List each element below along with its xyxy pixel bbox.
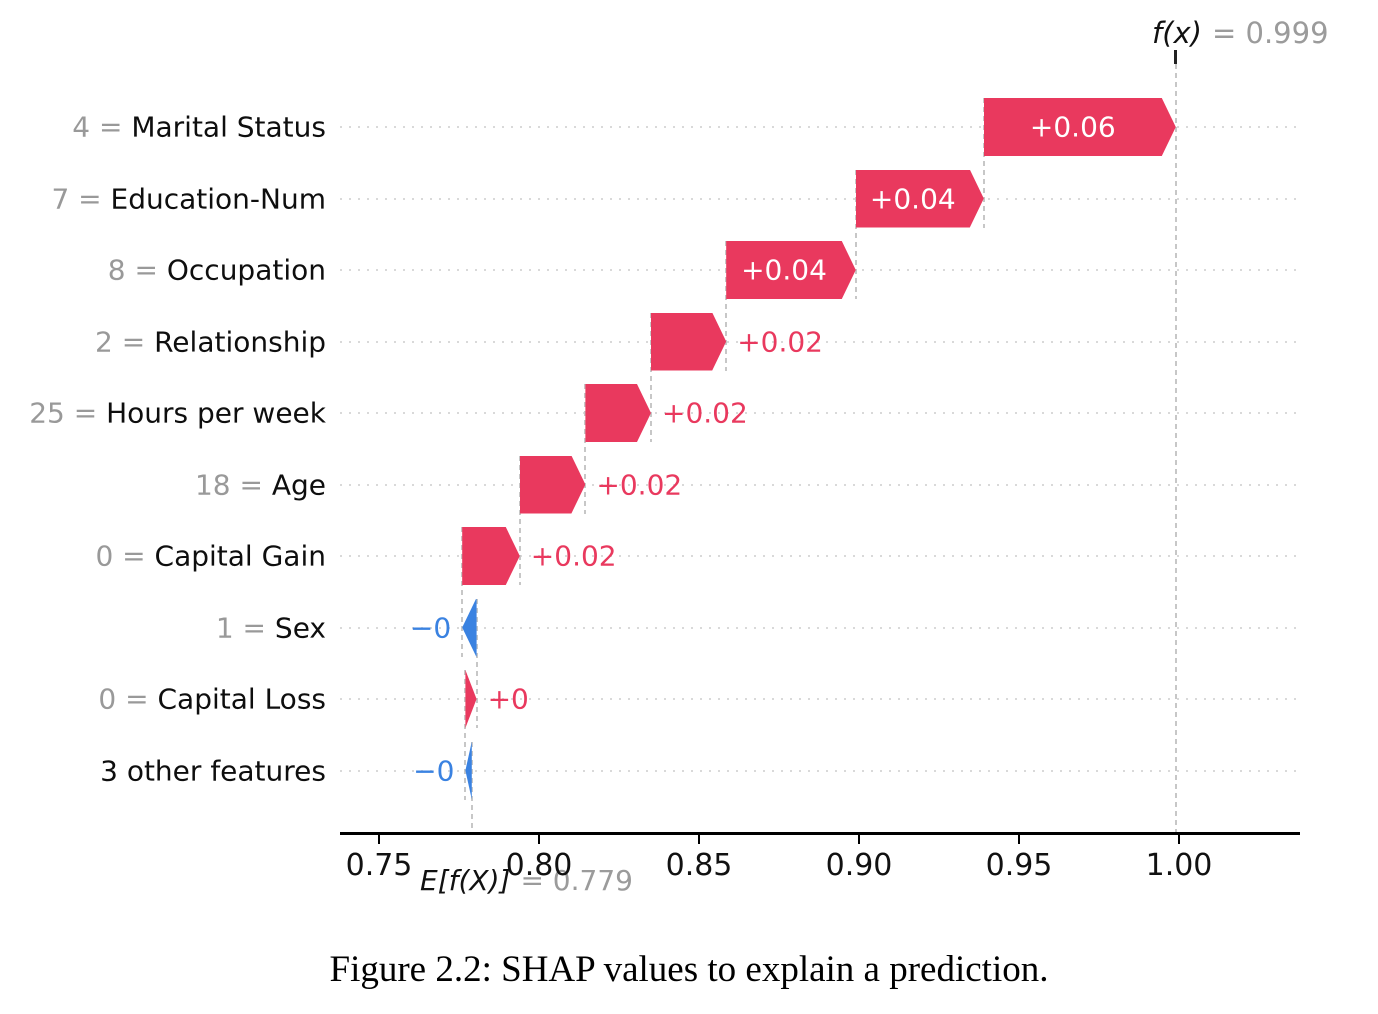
shap-bar-negative: [462, 598, 477, 657]
shap-bar-positive: [519, 455, 585, 514]
y-axis-label: 1 = Sex: [0, 611, 326, 644]
feature-name-text: Education-Num: [110, 182, 326, 215]
bar-connector-line: [464, 670, 467, 800]
row-gridline: [340, 483, 1300, 486]
expected-value-value: = 0.779: [520, 864, 633, 897]
bar-connector-line: [725, 241, 728, 371]
shap-bar-positive: [983, 98, 1176, 156]
y-axis-label: 3 other features: [0, 754, 326, 787]
x-axis-spine: [340, 832, 1300, 835]
feature-name-text: Capital Loss: [157, 682, 327, 716]
y-axis-label: 4 = Marital Status: [0, 111, 326, 144]
feature-value-text: 8 =: [107, 253, 167, 287]
bar-value-label: −0: [409, 611, 452, 644]
x-axis-tick-label: 0.80: [505, 848, 573, 883]
bar-connector-line: [475, 598, 478, 728]
y-axis-label: 18 = Age: [0, 468, 326, 501]
feature-name-text: Occupation: [166, 253, 326, 287]
y-axis-label: 0 = Capital Loss: [0, 683, 326, 716]
row-gridline: [340, 698, 1300, 700]
bar-connector-line: [650, 312, 652, 442]
feature-name-text: Sex: [274, 611, 326, 644]
row-gridline: [340, 197, 1300, 200]
feature-name-text: Relationship: [154, 325, 326, 358]
feature-value-text: 4 =: [72, 110, 132, 144]
feature-name-text: Age: [271, 468, 326, 501]
fx-value: = 0.999: [1212, 16, 1329, 50]
x-axis-tick: [538, 834, 540, 844]
feature-name-text: Marital Status: [131, 110, 326, 144]
shap-bar-positive: [855, 169, 984, 228]
feature-name-text: 3 other features: [100, 754, 326, 787]
expected-value-line: [470, 741, 473, 833]
fx-tick-mark: [1174, 50, 1177, 64]
feature-value-text: 18 =: [194, 468, 272, 501]
row-gridline: [340, 412, 1300, 414]
y-axis-label: 2 = Relationship: [0, 325, 326, 358]
bar-connector-line: [461, 527, 464, 657]
x-axis-tick: [1178, 834, 1180, 844]
shap-bar-positive: [585, 384, 651, 442]
shap-bar-positive: [726, 241, 856, 299]
feature-value-text: 2 =: [95, 325, 155, 358]
bar-value-label: +0.02: [737, 325, 823, 358]
x-axis-tick: [698, 834, 700, 844]
x-axis-tick: [858, 834, 860, 844]
feature-value-text: 0 =: [98, 682, 158, 716]
bar-value-label: +0.02: [596, 468, 683, 501]
bar-connector-line: [854, 169, 857, 299]
bar-connector-line: [518, 455, 521, 585]
fx-label: f(x): [1152, 16, 1202, 50]
fx-annotation: f(x) = 0.999: [1152, 16, 1329, 50]
bar-value-label: +0: [487, 682, 529, 716]
row-gridline: [340, 340, 1300, 343]
bar-value-label: +0.02: [662, 396, 748, 430]
y-axis-label: 8 = Occupation: [0, 254, 326, 287]
feature-value-text: 1 =: [215, 611, 275, 644]
shap-bar-negative: [465, 741, 472, 800]
bar-value-label: +0.02: [530, 539, 617, 573]
bar-value-label: −0: [413, 754, 455, 787]
shap-bar-positive: [465, 670, 477, 728]
bar-connector-line: [584, 384, 587, 514]
feature-value-text: 7 =: [51, 182, 111, 215]
y-axis-label: 0 = Capital Gain: [0, 540, 326, 573]
bar-value-label: +0.04: [869, 182, 956, 215]
expected-value-annotation: E[f(X)] = 0.779: [420, 864, 633, 897]
bar-value-label: +0.04: [741, 253, 827, 287]
row-gridline: [340, 626, 1300, 629]
row-gridline: [340, 126, 1300, 128]
x-axis-tick-label: 1.00: [1145, 848, 1213, 883]
bar-value-label: +0.06: [1029, 110, 1116, 144]
shap-bar-positive: [651, 312, 727, 371]
bar-connector-line: [982, 98, 985, 228]
x-axis-tick-label: 0.75: [345, 848, 413, 883]
feature-value-text: 25 =: [29, 396, 107, 430]
expected-value-label: E[f(X)]: [420, 864, 511, 897]
y-axis-label: 7 = Education-Num: [0, 182, 326, 215]
x-axis-tick: [378, 834, 380, 844]
figure-caption: Figure 2.2: SHAP values to explain a pre…: [329, 949, 1049, 990]
x-axis-tick-label: 0.90: [825, 848, 893, 883]
row-gridline: [340, 769, 1300, 772]
feature-value-text: 0 =: [95, 539, 155, 573]
x-axis-tick-label: 0.85: [665, 848, 733, 883]
y-axis-label: 25 = Hours per week: [0, 397, 326, 430]
fx-line: [1174, 64, 1177, 833]
feature-name-text: Capital Gain: [154, 539, 326, 573]
shap-bar-positive: [462, 527, 520, 585]
x-axis-tick-label: 0.95: [985, 848, 1053, 883]
x-axis-tick: [1018, 834, 1020, 844]
row-gridline: [340, 555, 1300, 557]
feature-name-text: Hours per week: [106, 396, 326, 430]
